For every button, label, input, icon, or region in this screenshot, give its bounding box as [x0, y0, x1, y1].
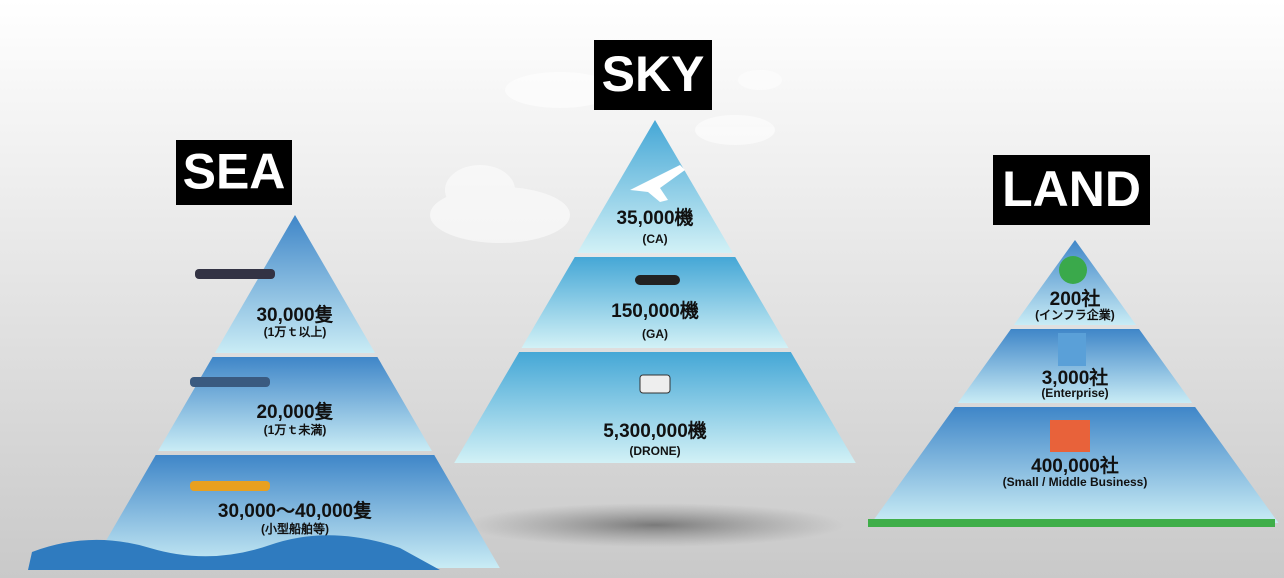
- tier-note: (Small / Middle Business): [1003, 475, 1148, 489]
- drone-icon: [640, 375, 670, 393]
- ship-icon: [190, 481, 270, 491]
- globe-icon: [1059, 256, 1087, 284]
- tier-count: 20,000隻: [256, 400, 333, 423]
- tier-count: 30,000〜40,000隻: [218, 499, 372, 522]
- helicopter-icon: [635, 275, 680, 285]
- building-icon: [1058, 333, 1086, 366]
- tier-count: 35,000機: [616, 206, 693, 229]
- tier-count: 400,000社: [1031, 454, 1119, 477]
- tier-note: (DRONE): [629, 444, 680, 458]
- shop-icon: [1050, 420, 1090, 452]
- pyramid-title: LAND: [1002, 161, 1141, 217]
- ship-icon: [190, 377, 270, 387]
- ship-icon: [195, 269, 275, 279]
- pyramid-title: SKY: [602, 46, 705, 102]
- tier-count: 200社: [1050, 287, 1101, 310]
- tier-count: 150,000機: [611, 299, 699, 322]
- pyramid-title: SEA: [183, 144, 286, 200]
- tier-count: 5,300,000機: [603, 419, 707, 442]
- ground: [868, 519, 1275, 527]
- tier-count: 30,000隻: [256, 303, 333, 326]
- infographic: 30,000隻(1万ｔ以上) 20,000隻(1万ｔ未満) 30,000〜40,00…: [0, 0, 1284, 578]
- tier-note: (Enterprise): [1041, 386, 1108, 400]
- tier-note: (1万ｔ以上): [264, 324, 327, 339]
- tier-note: (1万ｔ未満): [264, 422, 327, 437]
- tier-note: (GA): [642, 327, 668, 341]
- shadow: [465, 503, 845, 547]
- tier-note: (CA): [642, 232, 667, 246]
- tier-note: (インフラ企業): [1035, 307, 1115, 322]
- tier-note: (小型船舶等): [261, 521, 329, 536]
